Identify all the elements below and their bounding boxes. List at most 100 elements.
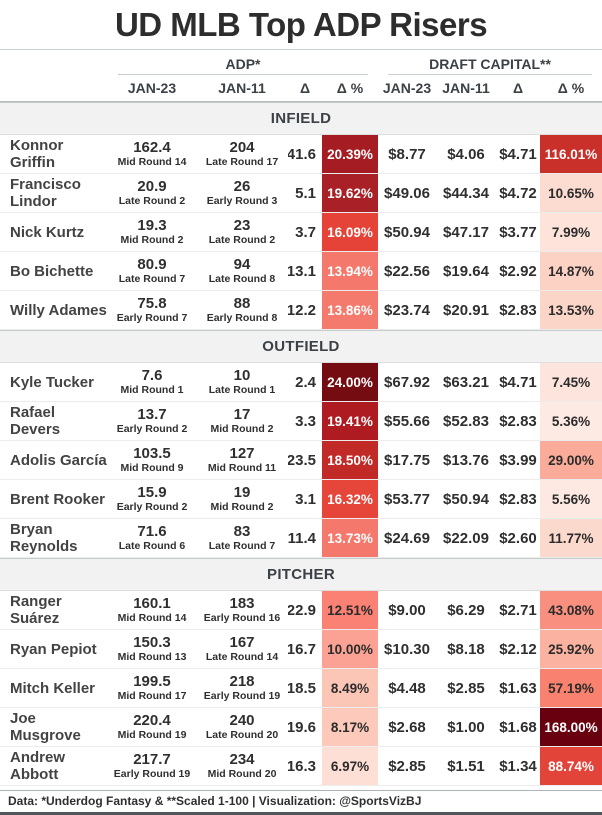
dc-jan23-cell: $49.06	[384, 184, 430, 202]
dc-delta-pct-cell: 7.45%	[540, 363, 602, 401]
table-row: Adolis García 103.5 Mid Round 9 127 Mid Roun…	[0, 441, 602, 480]
adp-value: 150.3	[133, 634, 171, 651]
round-label: Mid Round 13	[117, 651, 187, 663]
table-row: Brent Rooker 15.9 Early Round 2 19 Mid Round…	[0, 480, 602, 519]
adp-value: 80.9	[137, 256, 167, 273]
dc-delta-cell: $2.71	[499, 601, 537, 619]
dc-jan11-cell: $50.94	[443, 490, 489, 508]
dc-delta-cell: $1.63	[499, 679, 537, 697]
adp-jan23-cell: 220.4 Mid Round 19	[108, 708, 196, 746]
adp-value: 23	[233, 217, 251, 234]
adp-jan23-cell: 160.1 Mid Round 14	[108, 591, 196, 629]
round-label: Early Round 8	[206, 312, 278, 324]
adp-jan23-cell: 13.7 Early Round 2	[108, 402, 196, 440]
adp-value: 103.5	[133, 445, 171, 462]
adp-value: 26	[233, 178, 251, 195]
adp-jan23-cell: 71.6 Late Round 6	[108, 519, 196, 557]
player-name: Francisco Lindor	[10, 176, 81, 210]
adp-delta-cell: 12.2	[288, 301, 316, 319]
dc-jan23-cell: $4.48	[388, 679, 426, 697]
table-row: Mitch Keller 199.5 Mid Round 17 218 Early Ro…	[0, 669, 602, 708]
adp-jan11-cell: 19 Mid Round 2	[196, 480, 288, 518]
adp-value: 167	[229, 634, 255, 651]
adp-delta-cell: 11.4	[288, 529, 316, 547]
adp-jan23-cell: 103.5 Mid Round 9	[108, 441, 196, 479]
dc-delta-pct-cell: 13.53%	[540, 291, 602, 329]
dc-delta-pct-cell: 11.77%	[540, 519, 602, 557]
dc-delta-cell: $4.71	[499, 145, 537, 163]
dc-jan11-cell: $63.21	[443, 373, 489, 391]
adp-delta-cell: 3.1	[295, 490, 316, 508]
adp-jan23-cell: 162.4 Mid Round 14	[108, 135, 196, 173]
adp-delta-cell: 22.9	[288, 601, 316, 619]
adp-jan23-cell: 15.9 Early Round 2	[108, 480, 196, 518]
dc-jan11-cell: $1.00	[447, 718, 485, 736]
dc-delta-pct-cell: 5.56%	[540, 480, 602, 518]
adp-value: 15.9	[137, 484, 167, 501]
round-label: Early Round 19	[113, 768, 191, 780]
round-label: Mid Round 17	[117, 690, 187, 702]
group-header-draft-capital: DRAFT CAPITAL**	[378, 56, 602, 75]
table-row: Francisco Lindor 20.9 Late Round 2 26 Early …	[0, 174, 602, 213]
adp-value: 19.3	[137, 217, 167, 234]
dc-delta-pct-cell: 5.36%	[540, 402, 602, 440]
page-title: UD MLB Top ADP Risers	[0, 0, 602, 50]
dc-jan23-cell: $10.30	[384, 640, 430, 658]
dc-jan23-cell: $8.77	[388, 145, 426, 163]
adp-value: 20.9	[137, 178, 167, 195]
column-header-dc-delta-pct: Δ %	[557, 79, 585, 96]
round-label: Mid Round 19	[117, 729, 187, 741]
adp-delta-cell: 18.5	[288, 679, 316, 697]
player-name: Mitch Keller	[10, 679, 96, 697]
adp-value: 10	[233, 367, 251, 384]
player-name: Willy Adames	[10, 301, 107, 319]
dc-delta-pct-cell: 7.99%	[540, 213, 602, 251]
adp-jan23-cell: 7.6 Mid Round 1	[108, 363, 196, 401]
player-name: Ranger Suárez	[10, 593, 62, 627]
adp-delta-cell: 3.7	[295, 223, 316, 241]
table-row: Ranger Suárez 160.1 Mid Round 14 183 Early R…	[0, 591, 602, 630]
dc-delta-cell: $2.12	[499, 640, 537, 658]
round-label: Late Round 6	[118, 540, 186, 552]
dc-delta-pct-cell: 14.87%	[540, 252, 602, 290]
adp-jan23-cell: 80.9 Late Round 7	[108, 252, 196, 290]
adp-delta-pct-cell: 13.94%	[322, 252, 378, 290]
player-name: Andrew Abbott	[10, 749, 66, 783]
round-label: Mid Round 2	[120, 234, 184, 246]
table-row: Joe Musgrove 220.4 Mid Round 19 240 Late Rou…	[0, 708, 602, 747]
round-label: Late Round 20	[205, 729, 279, 741]
table-body: INFIELD Konnor Griffin 162.4 Mid Round 14 20…	[0, 102, 602, 786]
section-header-outfield: OUTFIELD	[0, 330, 602, 363]
round-label: Mid Round 1	[120, 384, 184, 396]
dc-jan11-cell: $2.85	[447, 679, 485, 697]
dc-delta-cell: $4.71	[499, 373, 537, 391]
round-label: Mid Round 14	[117, 156, 187, 168]
round-label: Mid Round 2	[210, 423, 274, 435]
adp-jan23-cell: 19.3 Mid Round 2	[108, 213, 196, 251]
adp-delta-pct-cell: 13.73%	[322, 519, 378, 557]
adp-jan11-cell: 10 Late Round 1	[196, 363, 288, 401]
adp-jan11-cell: 234 Mid Round 20	[196, 747, 288, 785]
adp-delta-cell: 5.1	[295, 184, 316, 202]
adp-jan23-cell: 150.3 Mid Round 13	[108, 630, 196, 668]
adp-value: 220.4	[133, 712, 171, 729]
adp-delta-cell: 2.4	[295, 373, 316, 391]
round-label: Late Round 2	[118, 195, 186, 207]
adp-jan11-cell: 17 Mid Round 2	[196, 402, 288, 440]
adp-value: 71.6	[137, 523, 167, 540]
dc-jan11-cell: $52.83	[443, 412, 489, 430]
adp-value: 13.7	[137, 406, 167, 423]
dc-jan11-cell: $6.29	[447, 601, 485, 619]
adp-jan11-cell: 26 Early Round 3	[196, 174, 288, 212]
dc-jan11-cell: $47.17	[443, 223, 489, 241]
adp-jan23-cell: 20.9 Late Round 2	[108, 174, 196, 212]
adp-value: 218	[229, 673, 255, 690]
dc-jan11-cell: $4.06	[447, 145, 485, 163]
adp-jan11-cell: 23 Late Round 2	[196, 213, 288, 251]
adp-delta-pct-cell: 8.17%	[322, 708, 378, 746]
round-label: Late Round 14	[205, 651, 279, 663]
adp-value: 19	[233, 484, 251, 501]
column-header-adp-jan11: JAN-11	[218, 79, 266, 96]
